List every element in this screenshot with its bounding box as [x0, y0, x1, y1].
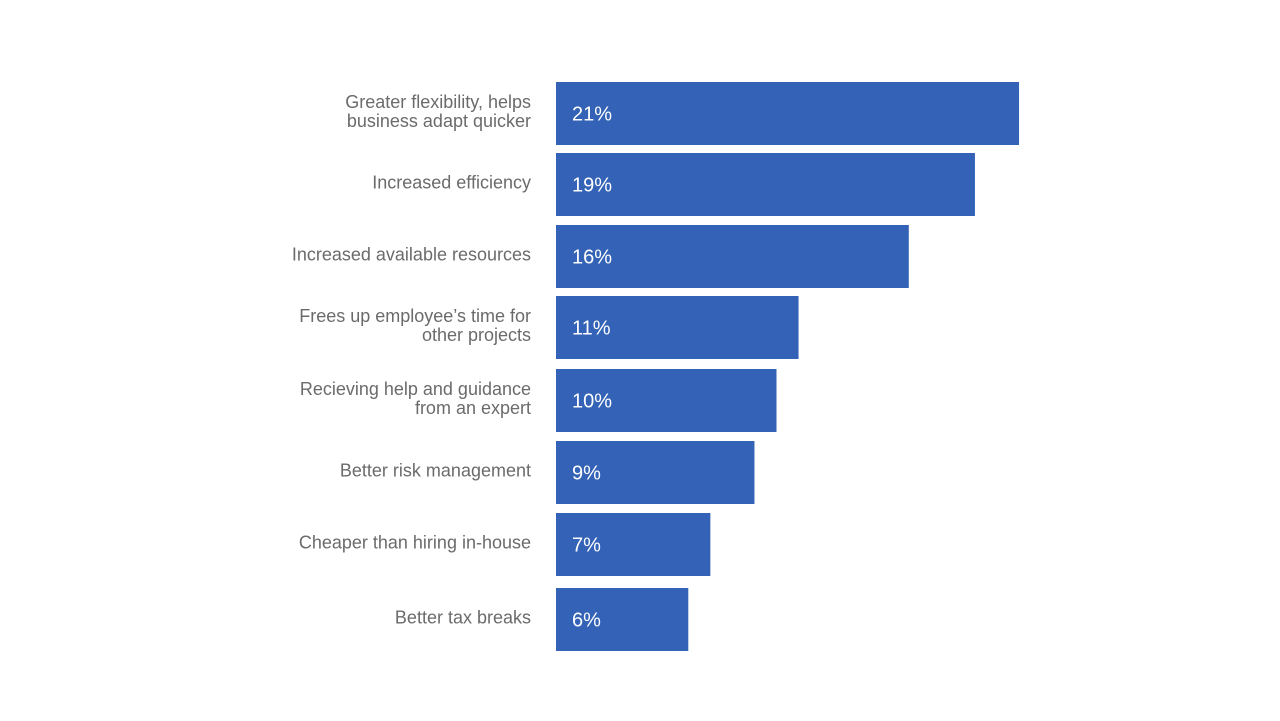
category-label: other projects: [422, 325, 531, 345]
bar: [556, 225, 909, 288]
category-label: Increased available resources: [292, 245, 531, 265]
bar: [556, 588, 689, 651]
bar-value-label: 7%: [572, 535, 601, 557]
category-label: Better risk management: [340, 461, 531, 481]
bar-value-label: 21%: [572, 104, 612, 126]
category-label: Increased efficiency: [372, 173, 531, 193]
category-label: Frees up employee’s time for: [299, 306, 531, 326]
bar-value-label: 11%: [572, 318, 611, 340]
category-label: Recieving help and guidance: [300, 379, 531, 399]
bar: [556, 296, 799, 359]
bar: [556, 153, 975, 216]
bars-layer: [556, 82, 1020, 651]
bar-value-label: 19%: [572, 175, 612, 197]
value-labels-layer: 21% 19% 16% 11% 10% 9% 7% 6%: [572, 104, 612, 632]
category-label: Better tax breaks: [395, 608, 531, 628]
category-label: business adapt quicker: [347, 111, 531, 131]
bar-value-label: 9%: [572, 463, 601, 485]
bar: [556, 441, 755, 504]
bar: [556, 513, 711, 576]
bar-value-label: 6%: [572, 610, 601, 632]
bar: [556, 369, 777, 432]
bar-value-label: 16%: [572, 247, 612, 269]
bar: [556, 82, 1020, 145]
category-label: from an expert: [415, 398, 531, 418]
bar-value-label: 10%: [572, 391, 612, 413]
category-label: Cheaper than hiring in-house: [299, 533, 531, 553]
category-label: Greater flexibility, helps: [345, 92, 531, 112]
